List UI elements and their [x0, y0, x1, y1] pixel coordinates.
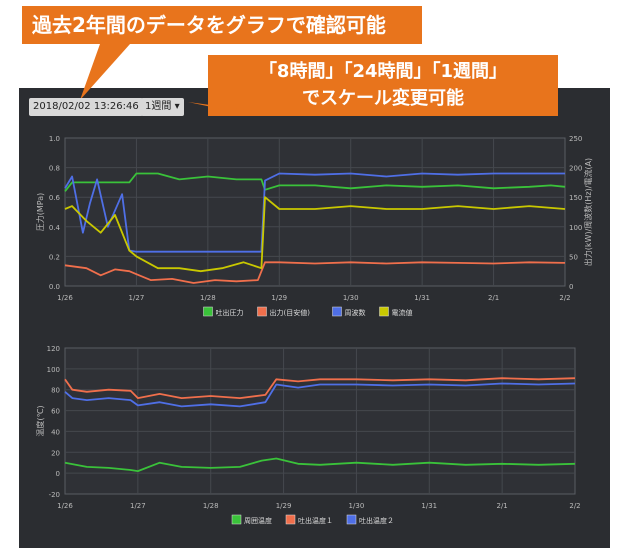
- series-line-1: [64, 172, 566, 192]
- y-tick-label: -20: [49, 491, 60, 499]
- x-tick-label: 1/28: [200, 294, 216, 302]
- y2-tick-label: 250: [569, 135, 582, 143]
- y-axis-label: 圧力(MPa): [35, 193, 45, 232]
- x-tick-label: 1/31: [414, 294, 430, 302]
- y-tick-label: 0.2: [49, 253, 60, 261]
- chevron-down-icon: ▾: [174, 101, 180, 112]
- x-tick-label: 1/29: [276, 502, 292, 510]
- legend-swatch: [257, 306, 267, 317]
- x-tick-label: 1/26: [57, 502, 73, 510]
- x-tick-label: 1/30: [349, 502, 365, 510]
- legend-swatch: [346, 514, 357, 525]
- callout-scale-line2: でスケール変更可能: [302, 88, 464, 109]
- plot-area: [64, 347, 576, 495]
- y-tick-label: 0.4: [49, 224, 61, 232]
- y-tick-label: 60: [51, 408, 60, 416]
- x-tick-label: 1/27: [129, 294, 145, 302]
- legend-label: 吐出温度２: [359, 516, 394, 525]
- x-tick-label: 2/1: [497, 502, 508, 510]
- y-tick-label: 0.6: [49, 194, 61, 202]
- series-line-4: [64, 196, 566, 273]
- callout-scale-line1: 「8時間」「24時間」「1週間」: [258, 61, 508, 82]
- legend-swatch: [231, 514, 242, 525]
- x-tick-label: 1/28: [203, 502, 219, 510]
- x-tick-label: 1/31: [421, 502, 437, 510]
- y-tick-label: 40: [51, 428, 60, 436]
- x-tick-label: 1/29: [271, 294, 287, 302]
- range-select-label: 1週間: [145, 101, 172, 112]
- series-line-2: [64, 261, 566, 284]
- legend-label: 出力(目安値): [270, 308, 311, 317]
- legend-label: 吐出圧力: [216, 308, 244, 317]
- y2-tick-label: 50: [569, 253, 578, 261]
- x-tick-label: 1/30: [343, 294, 359, 302]
- legend-label: 周波数: [345, 308, 366, 317]
- legend-swatch: [379, 306, 389, 317]
- y2-tick-label: 200: [569, 165, 582, 173]
- y-axis-label: 温度(℃): [35, 405, 45, 436]
- feature-callout-history: 過去2年間のデータをグラフで確認可能: [22, 6, 422, 44]
- y-tick-label: 20: [51, 449, 60, 457]
- series-line-1: [64, 457, 576, 473]
- legend-label: 電流値: [392, 308, 413, 317]
- x-tick-label: 2/2: [559, 294, 570, 302]
- y-tick-label: 0.0: [49, 283, 60, 291]
- x-tick-label: 2/2: [569, 502, 580, 510]
- y2-axis-label: 出力(kW)/周波数(Hz)/電流(A): [583, 158, 593, 266]
- x-tick-label: 2/1: [488, 294, 499, 302]
- datetime-display[interactable]: 2018/02/02 13:26:46: [29, 98, 143, 116]
- y-tick-label: 80: [51, 387, 60, 395]
- y-tick-label: 0.8: [49, 165, 60, 173]
- legend-label: 吐出温度１: [298, 516, 333, 525]
- legend-swatch: [203, 306, 213, 317]
- legend-label: 周囲温度: [244, 516, 272, 525]
- y2-tick-label: 100: [569, 224, 582, 232]
- legend-swatch: [285, 514, 296, 525]
- range-select[interactable]: 1週間 ▾: [141, 98, 184, 116]
- y-tick-label: 120: [47, 345, 60, 353]
- series-line-2: [64, 377, 576, 400]
- y-tick-label: 1.0: [49, 135, 60, 143]
- y2-tick-label: 150: [569, 194, 582, 202]
- series-line-3: [64, 382, 576, 408]
- legend-swatch: [332, 306, 342, 317]
- y2-tick-label: 0: [569, 283, 573, 291]
- x-tick-label: 1/26: [57, 294, 73, 302]
- plot-area: [64, 137, 566, 287]
- y-tick-label: 0: [56, 470, 60, 478]
- x-tick-label: 1/27: [130, 502, 146, 510]
- y-tick-label: 100: [47, 366, 60, 374]
